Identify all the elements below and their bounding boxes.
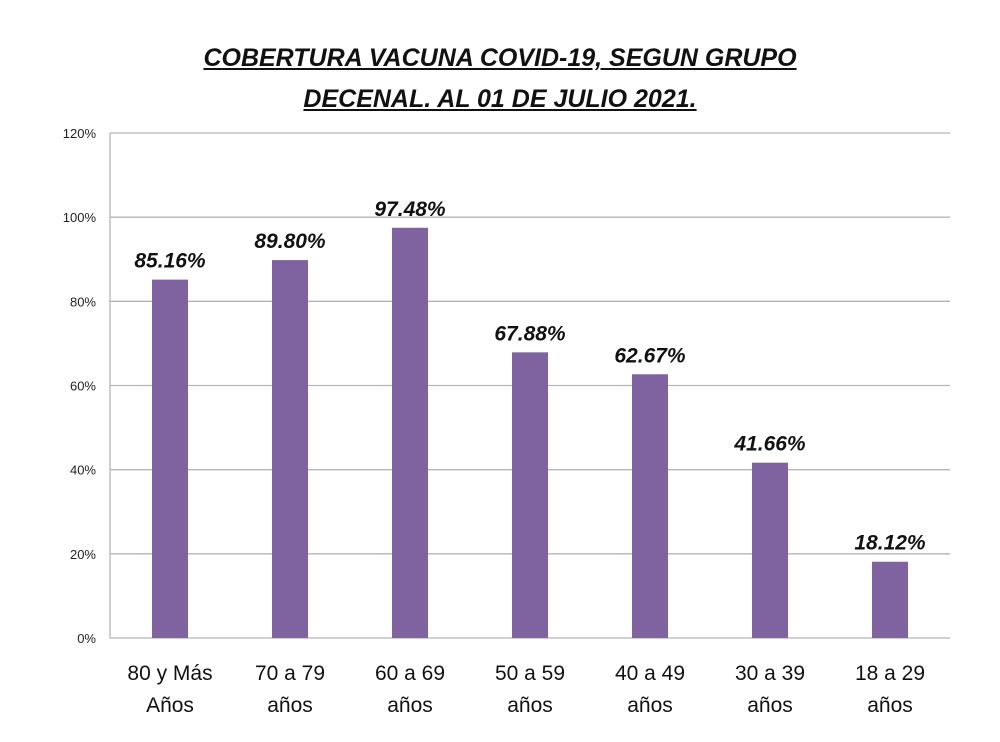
y-tick-label: 40%: [70, 463, 96, 478]
x-tick-label: 80 y Más: [127, 662, 212, 685]
x-tick-label: 50 a 59: [495, 662, 565, 685]
x-tick-label: años: [507, 694, 553, 717]
y-tick-label: 60%: [70, 379, 96, 394]
bar: [632, 374, 668, 638]
bar: [392, 227, 428, 638]
y-tick-label: 120%: [63, 126, 97, 141]
bar: [512, 352, 548, 638]
x-tick-label: 30 a 39: [735, 662, 805, 685]
x-tick-label: 60 a 69: [375, 662, 445, 685]
x-tick-label: 18 a 29: [855, 662, 925, 685]
bar: [752, 462, 788, 638]
x-tick-label: 70 a 79: [255, 662, 325, 685]
x-tick-label: años: [387, 694, 433, 717]
y-tick-label: 0%: [77, 631, 96, 646]
x-tick-label: Años: [146, 694, 194, 717]
bar: [872, 561, 908, 638]
bar: [152, 279, 188, 638]
y-tick-label: 100%: [63, 210, 97, 225]
bar: [272, 260, 308, 638]
chart-title-line-1: COBERTURA VACUNA COVID-19, SEGUN GRUPO: [203, 44, 797, 72]
data-label: 62.67%: [614, 344, 686, 367]
y-tick-label: 20%: [70, 547, 96, 562]
data-label: 67.88%: [494, 322, 566, 345]
x-tick-label: años: [627, 694, 673, 717]
data-label: 97.48%: [374, 198, 446, 221]
x-tick-label: años: [867, 694, 913, 717]
x-tick-label: años: [747, 694, 793, 717]
x-tick-label: años: [267, 694, 313, 717]
x-tick-label: 40 a 49: [615, 662, 685, 685]
data-label: 41.66%: [733, 433, 806, 456]
data-label: 89.80%: [254, 230, 326, 253]
data-label: 85.16%: [134, 250, 206, 273]
data-label: 18.12%: [854, 532, 926, 555]
y-tick-label: 80%: [70, 294, 96, 309]
chart-title-line-2: DECENAL. AL 01 DE JULIO 2021.: [303, 85, 697, 113]
